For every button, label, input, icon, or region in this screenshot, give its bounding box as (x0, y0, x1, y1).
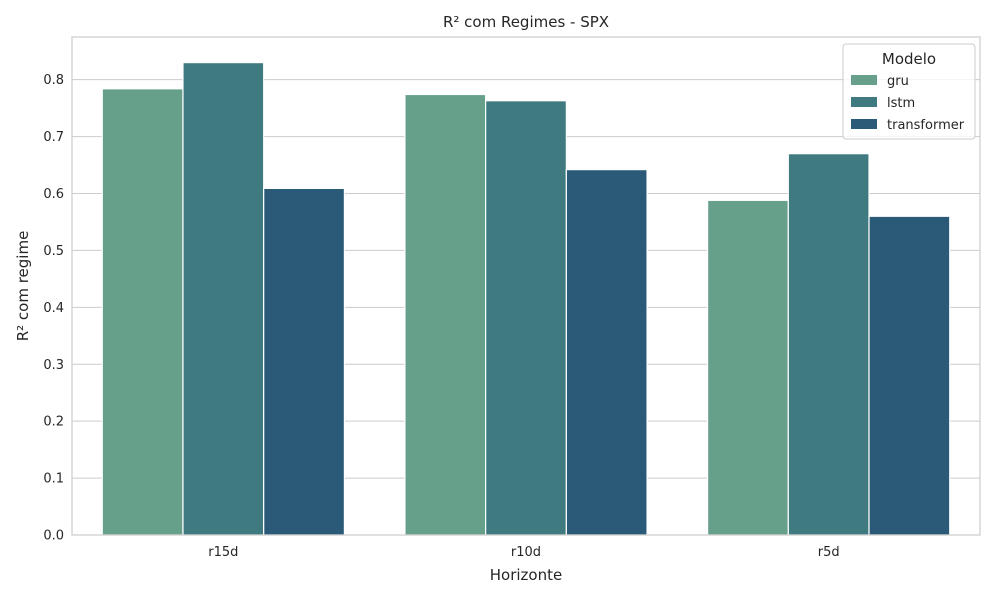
x-tick-labels: r15d r10d r5d (208, 545, 839, 560)
legend-items: gru lstm transformer (851, 74, 965, 133)
bar-transformer-r10d (565, 169, 648, 536)
legend-box (842, 43, 976, 140)
y-tick-label: 0.6 (43, 187, 64, 202)
y-axis-label: R² com regime (14, 231, 32, 342)
y-tick-label: 0.0 (43, 529, 64, 544)
bars-layer (101, 62, 951, 536)
y-tick-label: 0.1 (43, 472, 64, 487)
x-axis-label: Horizonte (490, 566, 562, 584)
plot-frame (71, 36, 981, 536)
x-tick-label: r15d (208, 545, 238, 560)
bar-gru-r10d (404, 93, 487, 536)
bar-transformer-r15d (263, 187, 346, 536)
bar-lstm-r15d (182, 62, 265, 536)
bar-lstm-r5d (787, 153, 870, 536)
y-tick-label: 0.4 (43, 301, 64, 316)
y-tick-labels: 0.0 0.1 0.2 0.3 0.4 0.5 0.6 0.7 0.8 (43, 73, 64, 543)
bar-lstm-r10d (485, 100, 567, 536)
legend-label-transformer: transformer (887, 118, 965, 133)
bar-transformer-r5d (868, 215, 951, 536)
legend-label-lstm: lstm (887, 96, 915, 111)
legend-title: Modelo (882, 50, 936, 68)
y-tick-label: 0.3 (43, 358, 64, 373)
bar-gru-r15d (101, 88, 184, 536)
legend: Modelo gru lstm transformer (842, 43, 976, 140)
legend-swatch-lstm (851, 97, 877, 107)
x-tick-label: r5d (818, 545, 840, 560)
legend-swatch-transformer (851, 119, 877, 129)
bar-gru-r5d (706, 199, 789, 536)
chart-title: R² com Regimes - SPX (443, 13, 609, 31)
y-tick-label: 0.2 (43, 415, 64, 430)
y-tick-label: 0.7 (43, 130, 64, 145)
legend-label-gru: gru (887, 74, 909, 89)
y-tick-label: 0.8 (43, 73, 64, 88)
y-tick-label: 0.5 (43, 244, 64, 259)
legend-swatch-gru (851, 75, 877, 85)
x-tick-label: r10d (511, 545, 541, 560)
